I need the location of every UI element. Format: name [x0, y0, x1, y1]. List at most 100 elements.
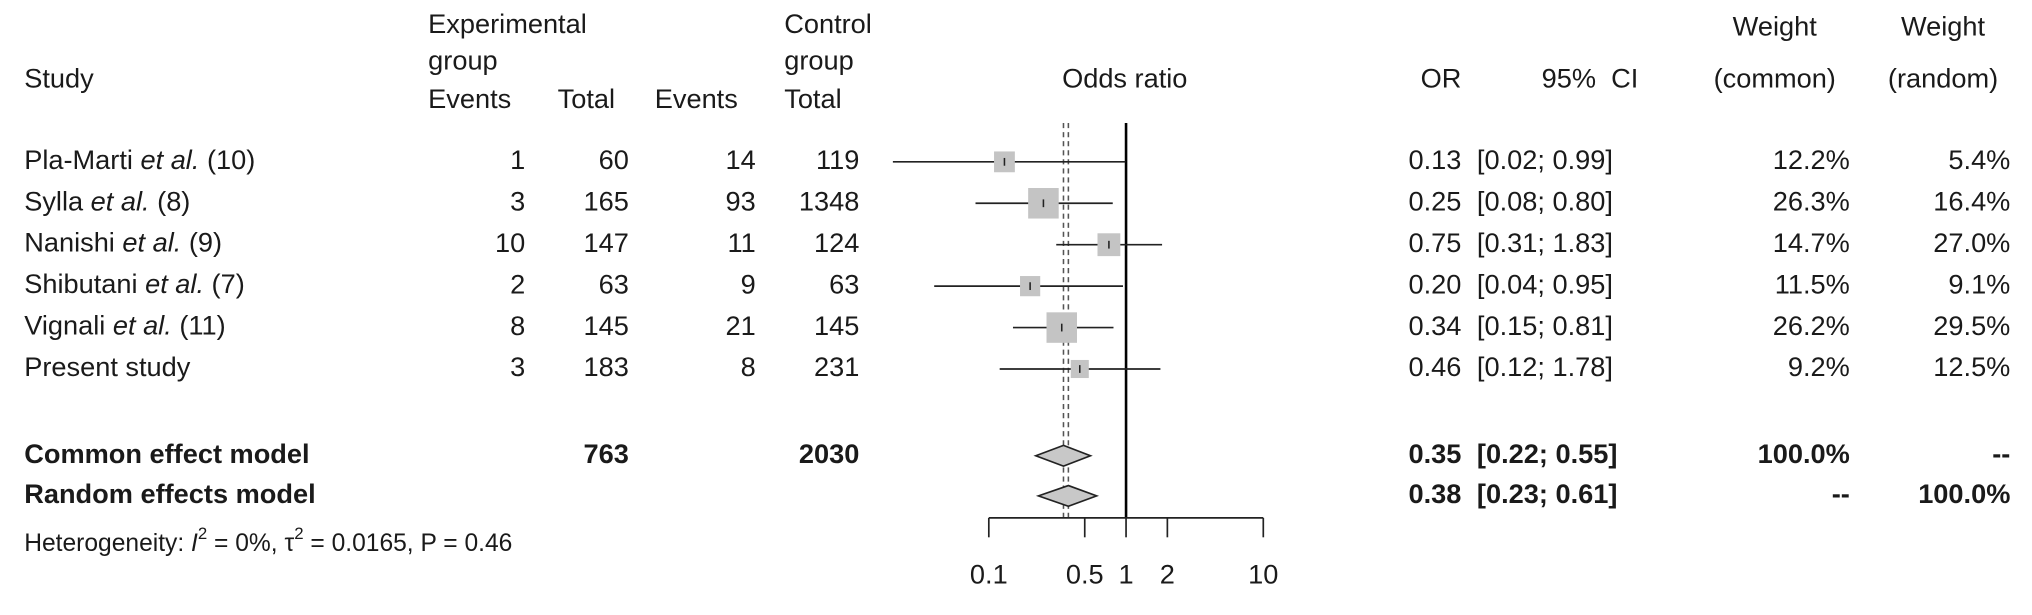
header-ctrl: Control — [784, 8, 872, 39]
header-or: OR — [1421, 62, 1462, 93]
header-exp-events: Events — [428, 83, 511, 114]
header-ci: 95% CI — [1542, 62, 1639, 93]
ci-label: [0.31; 1.83] — [1477, 227, 1613, 258]
or-value: 0.46 — [1408, 351, 1461, 382]
ctrl-total: 2030 — [799, 438, 859, 469]
or-value: 0.34 — [1408, 310, 1461, 341]
study-name-part: Sylla — [24, 185, 90, 216]
study-name: Shibutani et al. (7) — [24, 268, 245, 299]
x-tick-label: 0.5 — [1066, 558, 1104, 589]
weight-common: 14.7% — [1773, 227, 1850, 258]
header-ctrl-events: Events — [655, 83, 738, 114]
exp-events: 10 — [495, 227, 525, 258]
ctrl-events: 21 — [726, 310, 756, 341]
header-weight: Weight — [1901, 11, 1986, 42]
exp-events: 3 — [510, 185, 525, 216]
exp-events: 2 — [510, 268, 525, 299]
study-name-part: et al. — [122, 227, 181, 258]
weight-random: 16.4% — [1933, 185, 2010, 216]
study-name-part: Vignali — [24, 310, 113, 341]
or-value: 0.35 — [1408, 438, 1461, 469]
weight-random: 5.4% — [1948, 144, 2010, 175]
ctrl-events: 8 — [741, 351, 756, 382]
header-weight: (random) — [1888, 62, 1998, 93]
header-exp: Experimental — [428, 8, 587, 39]
header-exp: group — [428, 44, 498, 75]
summary-diamond — [1033, 444, 1093, 468]
x-tick-label: 1 — [1118, 558, 1133, 589]
ctrl-total: 63 — [829, 268, 859, 299]
weight-common: 26.2% — [1773, 310, 1850, 341]
exp-events: 1 — [510, 144, 525, 175]
ci-label: [0.12; 1.78] — [1477, 351, 1613, 382]
study-name-part: et al. — [113, 310, 172, 341]
study-name-part: (7) — [204, 268, 245, 299]
ctrl-events: 9 — [741, 268, 756, 299]
exp-total: 147 — [584, 227, 629, 258]
weight-common: 26.3% — [1773, 185, 1850, 216]
study-name-part: Pla-Marti — [24, 144, 140, 175]
study-name: Present study — [24, 351, 191, 382]
study-name-part: et al. — [145, 268, 204, 299]
weight-common: 100.0% — [1758, 438, 1850, 469]
weight-common: -- — [1832, 478, 1850, 509]
or-value: 0.25 — [1408, 185, 1461, 216]
exp-events: 8 — [510, 310, 525, 341]
study-name-part: (8) — [150, 185, 191, 216]
x-tick-label: 0.1 — [970, 558, 1008, 589]
header-exp-total: Total — [558, 83, 615, 114]
heterogeneity-part: Heterogeneity: — [24, 529, 191, 556]
x-tick-label: 10 — [1248, 558, 1278, 589]
model-name: Common effect model — [24, 438, 309, 469]
heterogeneity-part: I — [191, 529, 198, 556]
ctrl-total: 145 — [814, 310, 859, 341]
ci-label: [0.04; 0.95] — [1477, 268, 1613, 299]
weight-random: 27.0% — [1933, 227, 2010, 258]
x-tick-label: 2 — [1160, 558, 1175, 589]
study-name: Pla-Marti et al. (10) — [24, 144, 255, 175]
or-value: 0.38 — [1408, 478, 1461, 509]
exp-total: 165 — [584, 185, 629, 216]
exp-total: 183 — [584, 351, 629, 382]
header-study: Study — [24, 62, 94, 93]
ctrl-total: 119 — [816, 144, 859, 175]
study-name: Nanishi et al. (9) — [24, 227, 222, 258]
ctrl-total: 1348 — [799, 185, 859, 216]
study-name-part: (9) — [181, 227, 222, 258]
header-ctrl-total: Total — [784, 83, 841, 114]
or-value: 0.75 — [1408, 227, 1461, 258]
exp-events: 3 — [510, 351, 525, 382]
exp-total: 60 — [599, 144, 629, 175]
ci-label: [0.23; 0.61] — [1477, 478, 1617, 509]
or-value: 0.20 — [1408, 268, 1461, 299]
summary-diamond — [1035, 484, 1100, 508]
study-name: Vignali et al. (11) — [24, 310, 225, 341]
study-name-part: Shibutani — [24, 268, 145, 299]
exp-total: 763 — [584, 438, 629, 469]
study-name-part: Present study — [24, 351, 191, 382]
exp-total: 63 — [599, 268, 629, 299]
study-name-part: (10) — [199, 144, 255, 175]
study-name-part: et al. — [140, 144, 199, 175]
exp-total: 145 — [584, 310, 629, 341]
study-name-part: (11) — [172, 310, 226, 341]
or-value: 0.13 — [1408, 144, 1461, 175]
heterogeneity-part: 2 — [198, 524, 207, 543]
model-name: Random effects model — [24, 478, 315, 509]
ci-label: [0.22; 0.55] — [1477, 438, 1617, 469]
header-ctrl: group — [784, 44, 853, 75]
ctrl-total: 231 — [814, 351, 859, 382]
ctrl-events: 14 — [726, 144, 756, 175]
weight-common: 12.2% — [1773, 144, 1850, 175]
ctrl-events: 93 — [726, 185, 756, 216]
ci-label: [0.02; 0.99] — [1477, 144, 1613, 175]
weight-random: 9.1% — [1948, 268, 2010, 299]
ci-label: [0.08; 0.80] — [1477, 185, 1613, 216]
study-name-part: et al. — [91, 185, 150, 216]
weight-random: -- — [1992, 438, 2010, 469]
weight-random: 100.0% — [1918, 478, 2010, 509]
study-name: Sylla et al. (8) — [24, 185, 190, 216]
header-plot: Odds ratio — [1062, 62, 1187, 93]
